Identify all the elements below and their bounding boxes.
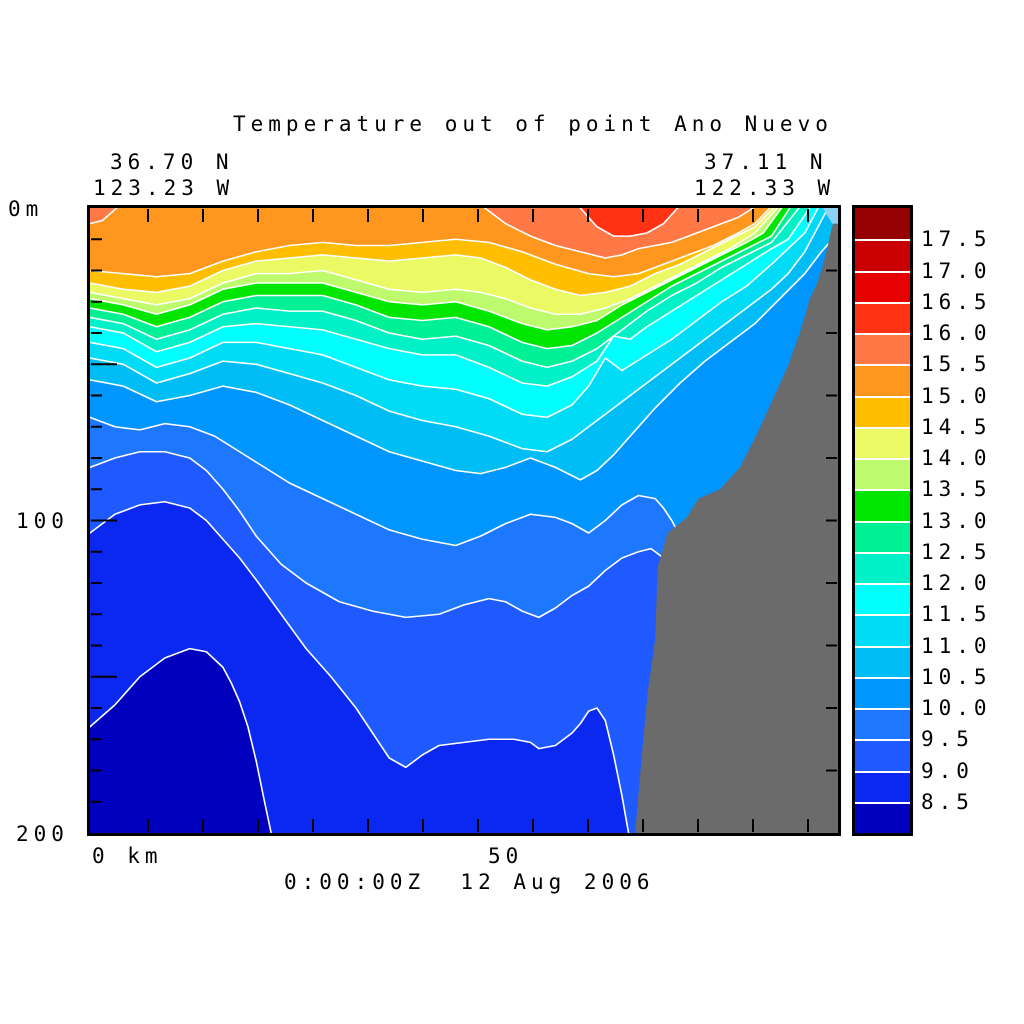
contour-shape <box>90 208 117 224</box>
contour-shape <box>90 502 629 833</box>
contour-shape <box>90 208 818 417</box>
colorbar-label: 10.5 <box>921 664 992 689</box>
colorbar-cell <box>855 364 910 396</box>
colorbar-label: 15.0 <box>921 383 992 408</box>
colorbar-label: 14.0 <box>921 446 992 470</box>
contour-shape <box>485 208 753 258</box>
colorbar-cell <box>855 551 910 583</box>
colorbar-cell <box>855 395 910 427</box>
contour-plot-frame <box>87 205 841 836</box>
contour-shape <box>90 233 838 480</box>
x-axis-label-50: 50 <box>488 844 524 868</box>
colorbar-cell <box>855 676 910 708</box>
temperature-section-plot <box>90 208 838 833</box>
colorbar-label: 11.0 <box>921 633 992 658</box>
y-axis-label-200: 200 <box>16 822 69 846</box>
contour-shape <box>90 452 672 618</box>
colorbar-cell <box>855 708 910 740</box>
contour-shape <box>90 649 271 833</box>
colorbar-label: 14.5 <box>921 414 992 439</box>
colorbar-label: 17.0 <box>921 258 992 283</box>
colorbar-cell <box>855 489 910 521</box>
colorbar-label: 15.5 <box>921 352 992 377</box>
contour-shape <box>90 208 799 367</box>
colorbar-cell <box>855 583 910 615</box>
colorbar-label: 13.5 <box>921 477 992 502</box>
x-axis-label-0km: 0 km <box>92 844 163 868</box>
colorbar-label: 9.5 <box>921 727 974 752</box>
colorbar-cell <box>855 645 910 677</box>
colorbar-label: 11.5 <box>921 602 992 627</box>
colorbar-cell <box>855 208 910 240</box>
colorbar-label: 12.5 <box>921 539 992 564</box>
colorbar-label: 16.5 <box>921 289 992 314</box>
colorbar <box>852 205 913 836</box>
colorbar-cell <box>855 739 910 771</box>
colorbar-cell <box>855 801 910 833</box>
colorbar-cell <box>855 770 910 802</box>
colorbar-cell <box>855 458 910 490</box>
colorbar-cell <box>855 239 910 271</box>
colorbar-cell <box>855 614 910 646</box>
y-axis-label-0m: 0m <box>8 197 44 221</box>
colorbar-label: 13.0 <box>921 508 992 533</box>
contour-shape <box>90 208 770 277</box>
colorbar-cell <box>855 426 910 458</box>
colorbar-label: 16.0 <box>921 321 992 345</box>
section-end-longitude: 122.33 W <box>694 176 836 200</box>
colorbar-label: 10.0 <box>921 696 992 720</box>
section-end-latitude: 37.11 N <box>704 150 828 174</box>
colorbar-cell <box>855 333 910 365</box>
contour-shape <box>90 208 810 386</box>
contour-shape <box>90 208 777 314</box>
chart-title: Temperature out of point Ano Nuevo <box>233 112 833 136</box>
contour-shape <box>90 208 828 452</box>
colorbar-label: 9.0 <box>921 758 974 783</box>
colorbar-cell <box>855 520 910 552</box>
colorbar-label: 12.0 <box>921 571 992 595</box>
timestamp-label: 0:00:00Z 12 Aug 2006 <box>284 870 655 894</box>
colorbar-cell <box>855 301 910 333</box>
colorbar-label: 8.5 <box>921 789 974 814</box>
section-start-longitude: 123.23 W <box>93 176 235 200</box>
colorbar-cell <box>855 270 910 302</box>
contour-shape <box>90 208 117 224</box>
y-axis-label-100: 100 <box>16 509 69 533</box>
contour-shape <box>90 648 272 833</box>
contour-shape <box>90 417 680 545</box>
contour-shape <box>90 208 773 296</box>
colorbar-label: 17.5 <box>921 227 992 252</box>
contour-shape <box>90 208 790 349</box>
contour-shape <box>580 208 677 236</box>
contour-shape <box>635 223 838 833</box>
section-start-latitude: 36.70 N <box>110 150 234 174</box>
contour-shape <box>90 208 781 330</box>
